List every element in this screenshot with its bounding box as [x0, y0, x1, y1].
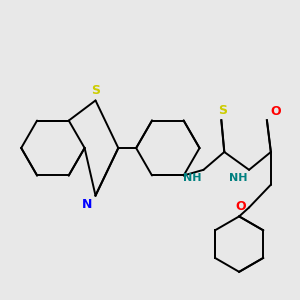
Text: O: O — [270, 105, 280, 118]
Text: N: N — [82, 198, 92, 211]
Text: S: S — [218, 104, 227, 117]
Text: NH: NH — [229, 173, 247, 183]
Text: S: S — [91, 85, 100, 98]
Text: NH: NH — [183, 173, 202, 183]
Text: O: O — [236, 200, 246, 213]
